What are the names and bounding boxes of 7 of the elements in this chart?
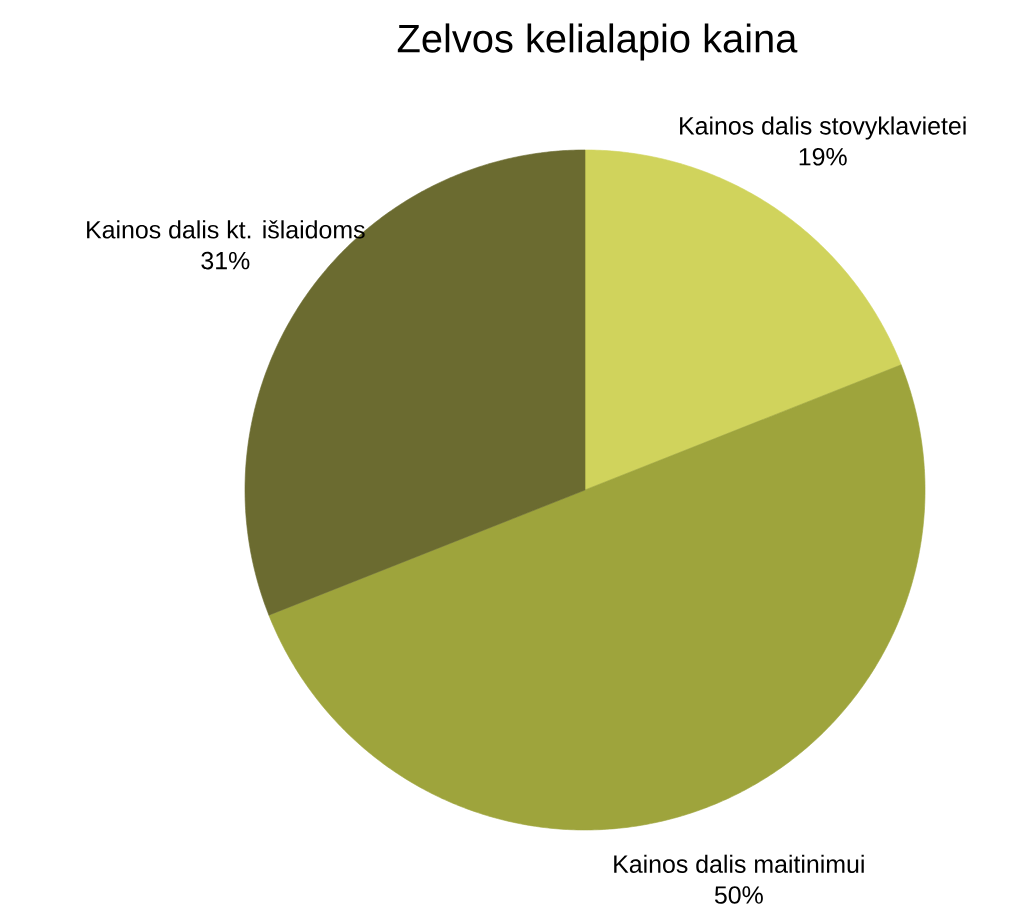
slice-label: Kainos dalis stovyklavietei bbox=[680, 116, 966, 140]
data-label: 19% bbox=[799, 147, 847, 166]
data-label: 50% bbox=[714, 886, 763, 904]
chart-title: Zelvos kelialapio kaina bbox=[397, 23, 798, 61]
data-label: 31% bbox=[201, 251, 250, 270]
slice-label: Kainos dalis kt. išlaidoms bbox=[87, 220, 365, 239]
slice-label: Kainos dalis maitinimui bbox=[614, 854, 864, 873]
